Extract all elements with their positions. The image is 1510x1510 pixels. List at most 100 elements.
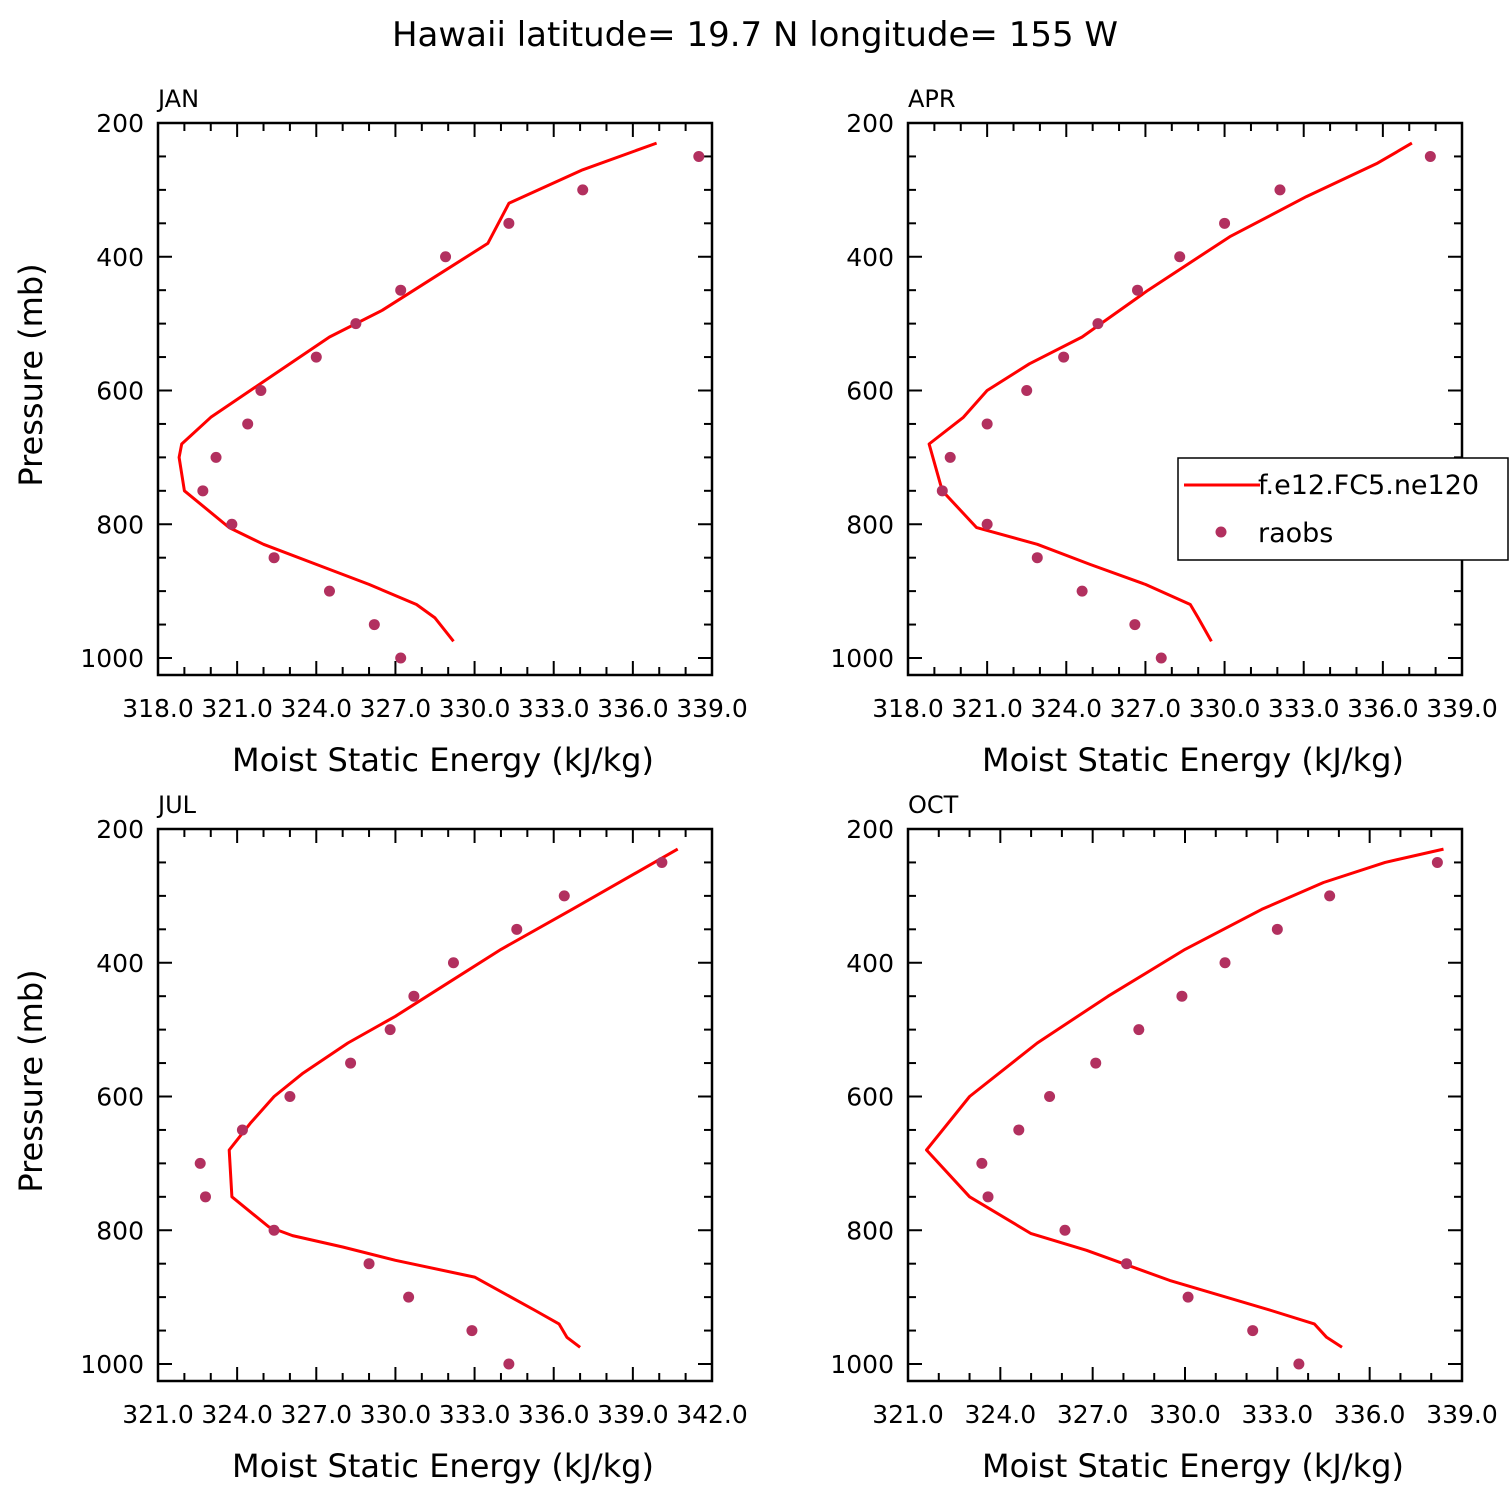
x-tick-label: 330.0 [1189,694,1261,723]
raobs-point [981,518,993,530]
y-tick-label: 200 [96,815,144,844]
y-tick-label: 600 [96,1083,144,1112]
legend-box [1177,457,1509,561]
x-tick-label: 333.0 [518,694,590,723]
raobs-point [1059,1224,1071,1236]
raobs-point [197,485,209,497]
y-tick-label: 800 [96,510,144,539]
panel-title: JUL [156,791,197,819]
raobs-point [982,1191,994,1203]
raobs-point [350,318,362,330]
x-tick-label: 327.0 [1110,694,1182,723]
x-tick-label: 321.0 [951,694,1023,723]
raobs-point [503,1358,515,1370]
raobs-point [395,284,407,296]
plot-frame [906,121,1464,677]
raobs-point [466,1325,478,1337]
x-tick-label: 336.0 [597,694,669,723]
raobs-point [1293,1358,1305,1370]
raobs-point [981,418,993,430]
raobs-point [1431,856,1443,868]
raobs-point [1076,585,1088,597]
raobs-point [1132,284,1144,296]
raobs-point [363,1258,375,1270]
raobs-point [1182,1291,1194,1303]
y-tick-label: 1000 [80,644,144,673]
x-tick-label: 333.0 [439,1400,511,1429]
y-tick-label: 600 [846,377,894,406]
y-tick-label: 1000 [830,644,894,673]
raobs-point [310,351,322,363]
x-axis-label: Moist Static Energy (kJ/kg) [232,1447,654,1485]
y-tick-label: 600 [846,1083,894,1112]
y-tick-label: 400 [846,243,894,272]
x-tick-label: 339.0 [1426,694,1498,723]
raobs-point [1058,351,1070,363]
y-tick-label: 200 [96,109,144,138]
panel-oct: OCT 200 400 600 800 1000 321.0 324.0 327.0 330.0 3… [830,791,1497,1485]
panel-title: JAN [156,85,199,113]
y-tick-label: 800 [846,1216,894,1245]
y-tick-label: 200 [846,815,894,844]
x-tick-label: 333.0 [1268,694,1340,723]
raobs-point [395,652,407,664]
raobs-point [1021,385,1033,396]
x-tick-label: 336.0 [1347,694,1419,723]
raobs-point [210,451,222,463]
raobs-point [1133,1024,1145,1036]
model-line [177,141,658,643]
raobs-point [511,923,523,935]
x-tick-label: 333.0 [1242,1400,1314,1429]
raobs-point [1129,619,1141,631]
raobs-point [345,1057,357,1069]
panel-title: OCT [908,791,959,819]
plot-frame [156,827,714,1383]
raobs-point [1031,552,1043,564]
raobs-point [384,1024,396,1036]
figure-title: Hawaii latitude= 19.7 N longitude= 155 W [392,15,1118,55]
x-tick-label: 324.0 [201,1400,273,1429]
x-tick-label: 330.0 [439,694,511,723]
x-tick-label: 339.0 [676,694,748,723]
y-tick-label: 1000 [830,1350,894,1379]
raobs-point [440,251,452,263]
x-axis-label: Moist Static Energy (kJ/kg) [982,741,1404,779]
raobs-point [1155,652,1167,664]
raobs-point [236,1124,248,1136]
raobs-point [284,1091,296,1102]
y-tick-label: 400 [96,949,144,978]
model-line [227,847,679,1349]
raobs-point [936,485,948,497]
x-tick-label: 324.0 [1030,694,1102,723]
raobs-point [368,619,380,631]
raobs-point [1271,923,1283,935]
raobs-point [1176,990,1188,1002]
x-tick-label: 339.0 [1426,1400,1498,1429]
legend: f.e12.FC5.ne120 raobs [1177,457,1509,561]
raobs-point [1424,150,1436,162]
raobs-point [268,552,280,564]
raobs-point [1092,318,1104,330]
raobs-point [1274,184,1286,196]
raobs-point [199,1191,211,1203]
raobs-point [255,385,267,396]
x-tick-label: 321.0 [872,1400,944,1429]
raobs-point [944,451,956,463]
raobs-point [503,217,515,229]
x-tick-label: 324.0 [280,694,352,723]
raobs-point [656,856,668,868]
x-tick-label: 321.0 [201,694,273,723]
raobs-point [1174,251,1186,263]
raobs-point [194,1157,206,1169]
raobs-point [242,418,254,430]
x-tick-label: 318.0 [122,694,194,723]
raobs-point [268,1224,280,1236]
raobs-point [693,150,705,162]
x-tick-label: 324.0 [965,1400,1037,1429]
x-tick-label: 330.0 [1149,1400,1221,1429]
x-axis-label: Moist Static Energy (kJ/kg) [232,741,654,779]
raobs-point [447,957,459,969]
